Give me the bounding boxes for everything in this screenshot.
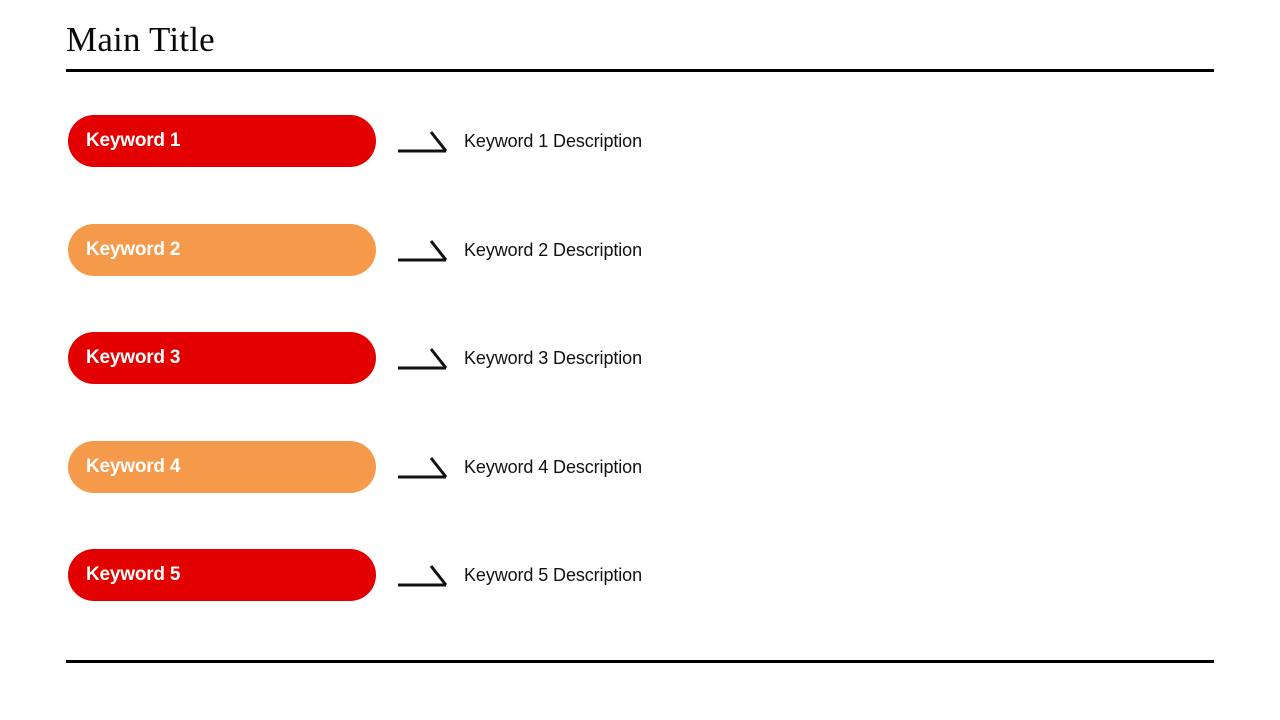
keyword-pill-label: Keyword 1 bbox=[86, 130, 181, 151]
half-arrow-right-icon bbox=[396, 563, 450, 587]
keyword-pill-label: Keyword 3 bbox=[86, 347, 181, 368]
half-arrow-right-icon bbox=[396, 129, 450, 153]
keyword-description: Keyword 2 Description bbox=[464, 239, 642, 260]
keyword-description: Keyword 4 Description bbox=[464, 456, 642, 477]
keyword-pill-4[interactable]: Keyword 4 bbox=[68, 441, 376, 493]
half-arrow-right-icon bbox=[396, 346, 450, 370]
keyword-pill-label: Keyword 5 bbox=[86, 564, 181, 585]
keyword-pill-label: Keyword 4 bbox=[86, 456, 181, 477]
list-item[interactable]: Keyword 2 Keyword 2 Description bbox=[0, 224, 1280, 276]
footer-divider bbox=[66, 660, 1214, 663]
page-title: Main Title bbox=[66, 20, 215, 59]
list-item[interactable]: Keyword 4 Keyword 4 Description bbox=[0, 441, 1280, 493]
keyword-description: Keyword 3 Description bbox=[464, 347, 642, 368]
list-item[interactable]: Keyword 1 Keyword 1 Description bbox=[0, 115, 1280, 167]
list-item[interactable]: Keyword 5 Keyword 5 Description bbox=[0, 549, 1280, 601]
half-arrow-right-icon bbox=[396, 238, 450, 262]
keyword-pill-3[interactable]: Keyword 3 bbox=[68, 332, 376, 384]
keyword-description: Keyword 5 Description bbox=[464, 564, 642, 585]
keyword-pill-label: Keyword 2 bbox=[86, 239, 181, 260]
keyword-pill-2[interactable]: Keyword 2 bbox=[68, 224, 376, 276]
keyword-pill-1[interactable]: Keyword 1 bbox=[68, 115, 376, 167]
half-arrow-right-icon bbox=[396, 455, 450, 479]
list-item[interactable]: Keyword 3 Keyword 3 Description bbox=[0, 332, 1280, 384]
keyword-pill-5[interactable]: Keyword 5 bbox=[68, 549, 376, 601]
title-divider bbox=[66, 69, 1214, 72]
keyword-description: Keyword 1 Description bbox=[464, 130, 642, 151]
